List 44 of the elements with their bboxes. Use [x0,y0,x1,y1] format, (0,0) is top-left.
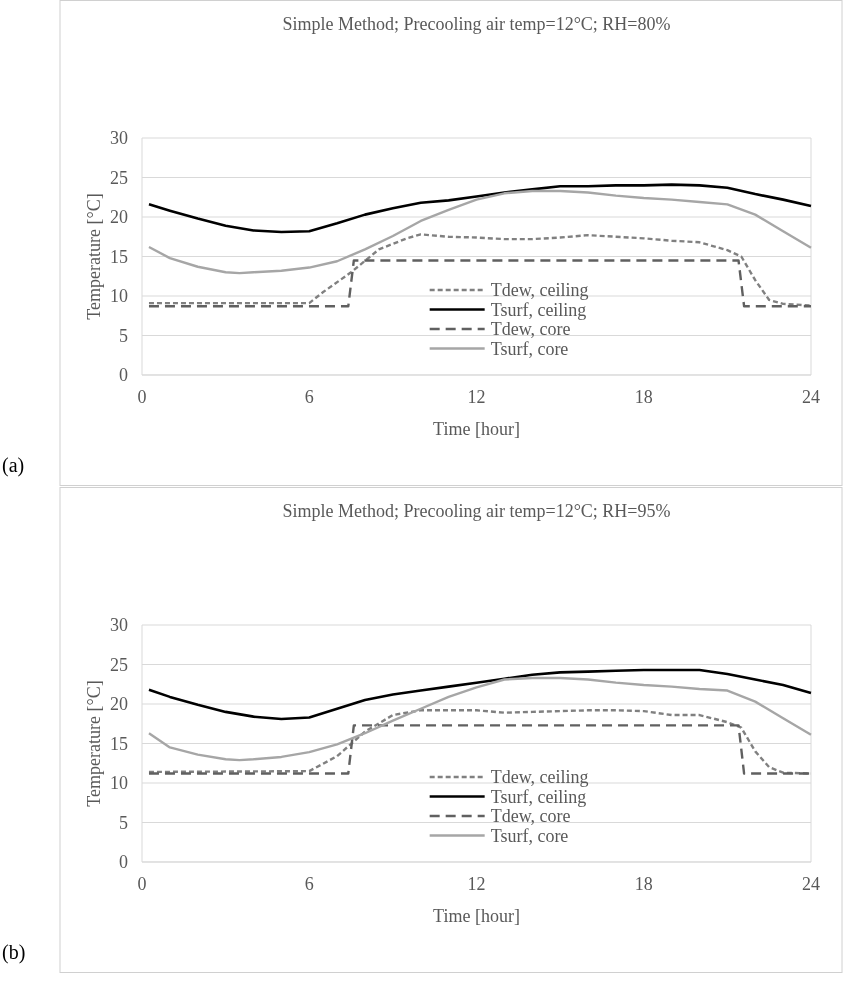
line-series [147,183,813,234]
chart-title: Simple Method; Precooling air temp=12°C; RH=95% [282,501,671,521]
y-tick-label: 15 [110,733,128,754]
y-tick-label: 15 [110,246,128,267]
x-tick-label: 6 [304,387,314,407]
legend-label: Tdew, ceiling [490,280,589,301]
legend-label: Tdew, ceiling [490,767,589,788]
chart-title: Simple Method; Precooling air temp=12°C; RH=80% [282,14,671,34]
legend-label: Tdew, core [490,806,571,827]
x-tick-label: 18 [634,874,653,894]
y-axis-title: Temperature [°C] [84,680,104,807]
y-tick-label: 20 [110,694,128,715]
legend-label: Tsurf, core [490,338,569,359]
x-axis-title: Time [hour] [433,906,520,926]
y-tick-label: 30 [110,128,128,149]
y-tick-label: 5 [119,812,128,833]
y-axis-title: Temperature [°C] [84,193,104,320]
line-series [147,676,813,762]
y-tick-label: 10 [110,286,128,307]
line-series [147,668,813,721]
x-tick-label: 0 [137,874,147,894]
legend-label: Tsurf, ceiling [490,299,587,320]
legend-label: Tsurf, core [490,825,569,846]
x-tick-label: 12 [467,387,486,407]
y-tick-label: 0 [119,852,128,873]
x-tick-label: 24 [802,387,820,407]
y-tick-label: 30 [110,615,128,636]
legend-label: Tdew, core [490,319,571,340]
line-series [147,189,813,275]
text: (a) [2,454,25,477]
y-tick-label: 0 [119,365,128,386]
x-tick-label: 0 [137,387,147,407]
legend-label: Tsurf, ceiling [490,786,587,807]
x-tick-label: 24 [802,874,820,894]
y-tick-label: 10 [110,773,128,794]
text: (b) [2,941,26,964]
y-tick-label: 25 [110,654,128,675]
x-tick-label: 12 [467,874,486,894]
y-tick-label: 25 [110,167,128,188]
y-tick-label: 5 [119,325,128,346]
x-tick-label: 18 [634,387,653,407]
x-tick-label: 6 [304,874,314,894]
x-axis-title: Time [hour] [433,419,520,439]
y-tick-label: 20 [110,207,128,228]
